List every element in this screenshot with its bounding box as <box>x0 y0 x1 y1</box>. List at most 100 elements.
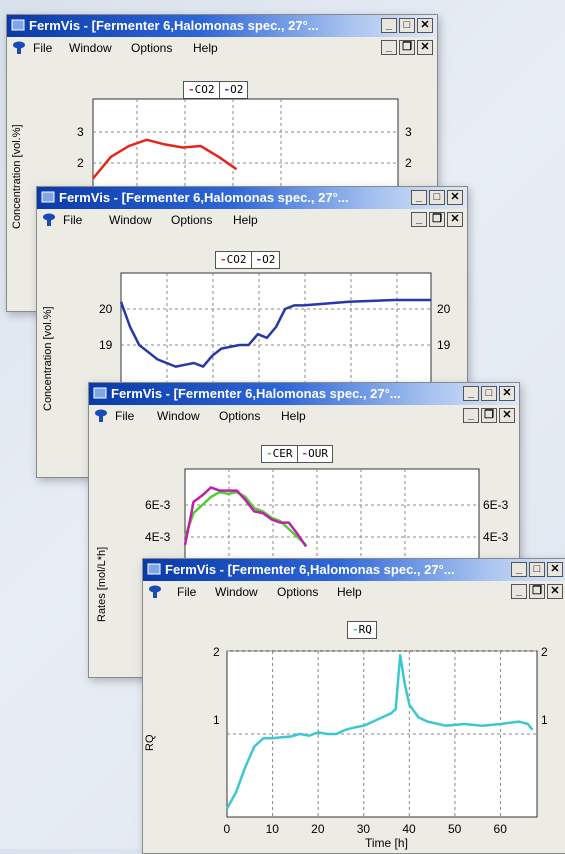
child-minimize-icon[interactable]: _ <box>511 584 527 599</box>
fermenter-icon[interactable] <box>147 584 163 600</box>
child-restore-icon[interactable]: ❐ <box>481 408 497 423</box>
menu-file[interactable]: File <box>115 409 135 423</box>
legend: -CER -OUR <box>261 445 333 463</box>
title-bar[interactable]: FermVis - [Fermenter 6,Halomonas spec., … <box>37 187 467 209</box>
app-icon <box>41 191 55 203</box>
menu-file[interactable]: File <box>63 213 83 227</box>
child-restore-icon[interactable]: ❐ <box>399 40 415 55</box>
menu-help[interactable]: Help <box>233 213 258 227</box>
menu-window[interactable]: Window <box>215 585 258 599</box>
fermenter-icon[interactable] <box>11 40 27 56</box>
menu-options[interactable]: Options <box>277 585 319 599</box>
child-close-icon[interactable]: ✕ <box>547 584 563 599</box>
menu-file[interactable]: File <box>177 585 197 599</box>
x-tick-10: 10 <box>266 822 280 836</box>
minimize-icon[interactable]: _ <box>411 190 427 205</box>
x-tick-50: 50 <box>448 822 462 836</box>
menu-window[interactable]: Window <box>69 41 112 55</box>
menu-bar: File Window Options Help _ ❐ ✕ <box>7 37 437 59</box>
menu-help[interactable]: Help <box>193 41 218 55</box>
x-tick-30: 30 <box>357 822 371 836</box>
window-title: FermVis - [Fermenter 6,Halomonas spec., … <box>165 562 455 577</box>
window-title: FermVis - [Fermenter 6,Halomonas spec., … <box>59 190 349 205</box>
child-restore-icon[interactable]: ❐ <box>429 212 445 227</box>
child-minimize-icon[interactable]: _ <box>411 212 427 227</box>
x-tick-20: 20 <box>311 822 325 836</box>
child-restore-icon[interactable]: ❐ <box>529 584 545 599</box>
window-controls: _ □ ✕ <box>381 18 433 33</box>
fermenter-icon[interactable] <box>93 408 109 424</box>
app-icon <box>147 563 161 575</box>
y-tick-6e-3-right: 6E-3 <box>483 498 509 512</box>
plot-area: -RQ RQ 2 1 2 1 0 10 20 30 40 50 60 Time [h] <box>143 603 565 853</box>
legend-rq: -RQ <box>352 623 372 636</box>
series-line-co2 <box>92 138 238 180</box>
menu-options[interactable]: Options <box>131 41 173 55</box>
series-line-our <box>183 486 308 548</box>
window-title: FermVis - [Fermenter 6,Halomonas spec., … <box>111 386 401 401</box>
series-line-o2 <box>119 298 431 368</box>
menu-bar: File Window Options Help _ ❐ ✕ <box>37 209 467 231</box>
close-icon[interactable]: ✕ <box>499 386 515 401</box>
menu-file[interactable]: File <box>33 41 53 55</box>
title-bar[interactable]: FermVis - [Fermenter 6,Halomonas spec., … <box>143 559 565 581</box>
child-minimize-icon[interactable]: _ <box>381 40 397 55</box>
legend-cer: -CER <box>262 446 298 462</box>
x-axis-label: Time [h] <box>365 836 408 850</box>
child-close-icon[interactable]: ✕ <box>447 212 463 227</box>
child-window-controls: _ ❐ ✕ <box>381 40 433 55</box>
y-tick-19: 19 <box>99 338 113 352</box>
child-close-icon[interactable]: ✕ <box>499 408 515 423</box>
legend-o2: -O2 <box>255 253 276 266</box>
window-title: FermVis - [Fermenter 6,Halomonas spec., … <box>29 18 319 33</box>
close-icon[interactable]: ✕ <box>447 190 463 205</box>
window-rq[interactable]: FermVis - [Fermenter 6,Halomonas spec., … <box>142 558 565 854</box>
y-axis-label: Rates [mol/L*h] <box>96 547 108 622</box>
window-controls: _ □ ✕ <box>463 386 515 401</box>
child-window-controls: _ ❐ ✕ <box>463 408 515 423</box>
maximize-icon[interactable]: □ <box>429 190 445 205</box>
menu-options[interactable]: Options <box>219 409 261 423</box>
maximize-icon[interactable]: □ <box>529 562 545 577</box>
y-tick-4e-3: 4E-3 <box>145 530 171 544</box>
y-tick-2: 2 <box>213 645 220 659</box>
legend-co2: -CO2 <box>216 252 252 268</box>
fermenter-icon[interactable] <box>41 212 57 228</box>
x-tick-0: 0 <box>224 822 231 836</box>
y-axis-label: RQ <box>144 734 156 751</box>
series-line-cer <box>183 490 307 546</box>
y-tick-19-right: 19 <box>437 338 451 352</box>
close-icon[interactable]: ✕ <box>417 18 433 33</box>
menu-help[interactable]: Help <box>337 585 362 599</box>
y-tick-2-right: 2 <box>541 645 548 659</box>
legend-co2: -CO2 <box>184 82 220 98</box>
child-minimize-icon[interactable]: _ <box>463 408 479 423</box>
minimize-icon[interactable]: _ <box>511 562 527 577</box>
close-icon[interactable]: ✕ <box>547 562 563 577</box>
legend-o2: -O2 <box>223 83 244 96</box>
child-window-controls: _ ❐ ✕ <box>511 584 563 599</box>
window-controls: _ □ ✕ <box>411 190 463 205</box>
title-bar[interactable]: FermVis - [Fermenter 6,Halomonas spec., … <box>89 383 519 405</box>
chart-rq: RQ 2 1 2 1 0 10 20 30 40 50 60 Time [h] <box>144 645 548 850</box>
legend-our: -OUR <box>301 447 329 460</box>
y-tick-4e-3-right: 4E-3 <box>483 530 509 544</box>
y-tick-3: 3 <box>77 125 84 139</box>
title-bar[interactable]: FermVis - [Fermenter 6,Halomonas spec., … <box>7 15 437 37</box>
child-close-icon[interactable]: ✕ <box>417 40 433 55</box>
menu-window[interactable]: Window <box>109 213 152 227</box>
minimize-icon[interactable]: _ <box>463 386 479 401</box>
minimize-icon[interactable]: _ <box>381 18 397 33</box>
y-tick-2: 2 <box>77 156 84 170</box>
menu-window[interactable]: Window <box>157 409 200 423</box>
y-tick-1: 1 <box>213 713 220 727</box>
child-window-controls: _ ❐ ✕ <box>411 212 463 227</box>
maximize-icon[interactable]: □ <box>399 18 415 33</box>
legend: -CO2 -O2 <box>215 251 281 269</box>
y-axis-label: Concentration [vol.%] <box>42 306 54 411</box>
maximize-icon[interactable]: □ <box>481 386 497 401</box>
menu-bar: File Window Options Help _ ❐ ✕ <box>89 405 519 427</box>
menu-options[interactable]: Options <box>171 213 213 227</box>
x-tick-40: 40 <box>402 822 416 836</box>
menu-help[interactable]: Help <box>281 409 306 423</box>
